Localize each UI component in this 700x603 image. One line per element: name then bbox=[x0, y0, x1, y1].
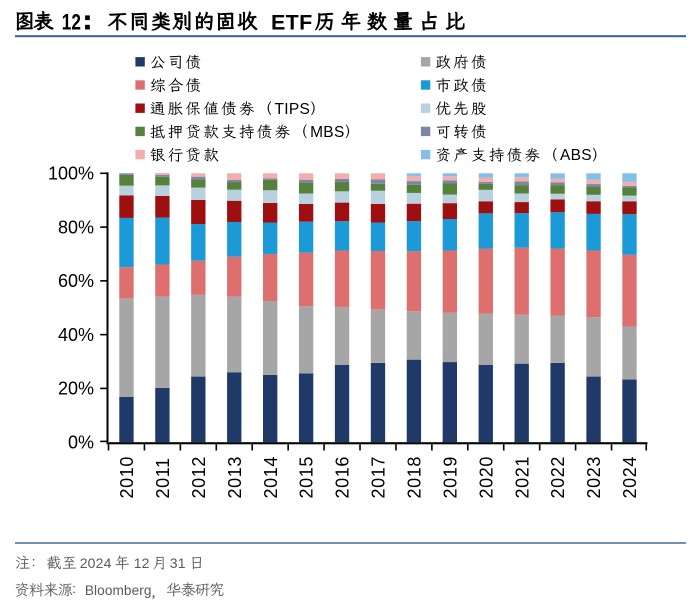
svg-text:31: 31 bbox=[170, 555, 186, 571]
svg-text:2024: 2024 bbox=[620, 456, 640, 498]
svg-text:ETF: ETF bbox=[271, 10, 313, 34]
svg-text:60%: 60% bbox=[58, 271, 94, 291]
svg-text:2018: 2018 bbox=[405, 456, 425, 498]
svg-text:2016: 2016 bbox=[333, 456, 353, 498]
svg-text:Bloomberg: Bloomberg bbox=[85, 583, 152, 598]
svg-text:20%: 20% bbox=[58, 379, 94, 399]
svg-text:2023: 2023 bbox=[584, 456, 604, 498]
svg-text:MBS: MBS bbox=[310, 124, 345, 141]
svg-text:2017: 2017 bbox=[369, 456, 389, 498]
svg-text:2010: 2010 bbox=[117, 456, 137, 498]
svg-text:TIPS: TIPS bbox=[275, 101, 311, 118]
svg-text:2019: 2019 bbox=[440, 456, 460, 498]
svg-text:2021: 2021 bbox=[512, 456, 532, 498]
svg-text:2015: 2015 bbox=[297, 456, 317, 498]
svg-text:ABS: ABS bbox=[560, 147, 592, 164]
svg-text:2013: 2013 bbox=[225, 456, 245, 498]
svg-text:0%: 0% bbox=[68, 433, 94, 453]
svg-text:100%: 100% bbox=[48, 164, 94, 184]
svg-text:2022: 2022 bbox=[548, 456, 568, 498]
svg-text:2024: 2024 bbox=[80, 555, 112, 571]
svg-text:2011: 2011 bbox=[153, 457, 173, 498]
svg-text:2014: 2014 bbox=[261, 456, 281, 498]
svg-text:12: 12 bbox=[62, 10, 81, 35]
svg-text:2012: 2012 bbox=[189, 456, 209, 498]
svg-text:80%: 80% bbox=[58, 217, 94, 237]
svg-text:12: 12 bbox=[134, 555, 150, 571]
svg-text:40%: 40% bbox=[58, 325, 94, 345]
svg-text:2020: 2020 bbox=[476, 456, 496, 498]
